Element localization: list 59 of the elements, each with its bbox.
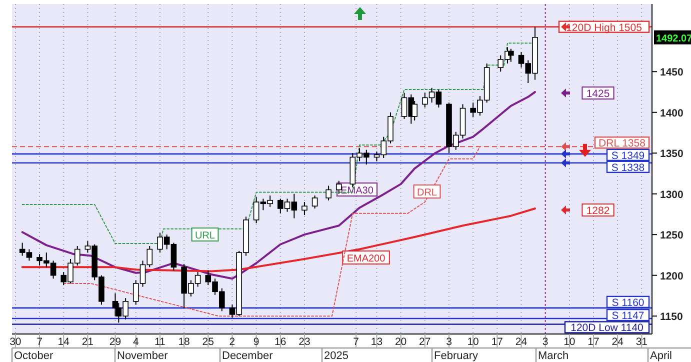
y-tick-label: 1150 [660, 311, 683, 324]
y-tick-label: 1200 [660, 270, 684, 282]
text: March [538, 350, 569, 362]
series-label: URL [194, 230, 216, 242]
x-tick-label: 27 [419, 336, 431, 348]
ref-line-label: S 1338 [611, 162, 645, 174]
x-tick-label: 4 [132, 336, 139, 348]
candlestick [412, 100, 418, 122]
ref-line-label: S 1349 [611, 150, 645, 162]
x-tick-label: 20 [394, 336, 407, 348]
x-tick-label: 7 [353, 336, 360, 348]
ref-line-label: S 1147 [612, 310, 644, 322]
x-tick-label: 21 [82, 336, 94, 348]
ref-line-label: S 1160 [612, 296, 644, 309]
x-tick-label: 29 [109, 336, 122, 348]
x-tick-label: 23 [298, 336, 310, 348]
y-tick-label: 1350 [660, 148, 684, 160]
x-tick-label: 3 [542, 336, 548, 348]
x-tick-label: 24 [515, 336, 528, 348]
y-tick-label: 1450 [660, 66, 684, 79]
x-tick-label: 24 [612, 336, 624, 348]
annotation: 1425 [586, 88, 610, 100]
series-label: DRL [416, 188, 438, 198]
series-label: EMA200 [346, 254, 386, 264]
x-tick-label: 2 [229, 336, 236, 348]
ref-line-label: 120D Low 1140 [570, 322, 644, 334]
x-tick-label: 16 [274, 336, 286, 348]
ref-line-label: 120D High 1505 [566, 22, 642, 34]
x-tick-label: 11 [154, 336, 166, 348]
x-tick-label: 30 [10, 336, 22, 348]
x-tick-label: 17 [588, 336, 600, 348]
series-label: EMA30 [340, 186, 374, 196]
candlestick [326, 185, 332, 201]
x-tick-label: 31 [636, 336, 648, 348]
y-tick-label: 1250 [660, 230, 684, 242]
text: 2025 [324, 350, 348, 362]
text: February [434, 350, 479, 362]
x-tick-label: 10 [467, 336, 480, 348]
annotation: 1282 [586, 205, 610, 217]
candlestick [508, 48, 514, 62]
text: October [14, 350, 54, 362]
y-tick-label: 1400 [660, 107, 684, 120]
x-tick-label: 9 [253, 336, 260, 348]
y-tick-label: 1300 [660, 188, 684, 201]
candlestick [312, 194, 318, 210]
x-tick-label: 7 [36, 336, 43, 348]
text: November [117, 350, 168, 362]
x-tick-label: 17 [491, 336, 504, 348]
x-tick-label: 14 [58, 336, 70, 348]
x-tick-label: 13 [370, 336, 383, 348]
line-series [21, 208, 536, 272]
ref-line-label: DRL 1358 [598, 138, 646, 150]
x-tick-label: 25 [202, 336, 214, 348]
x-tick-label: 3 [446, 336, 452, 348]
text: April [650, 350, 672, 362]
text: December [222, 350, 274, 362]
candlestick [302, 202, 308, 216]
x-tick-label: 18 [178, 336, 190, 348]
x-tick-label: 10 [564, 336, 576, 348]
